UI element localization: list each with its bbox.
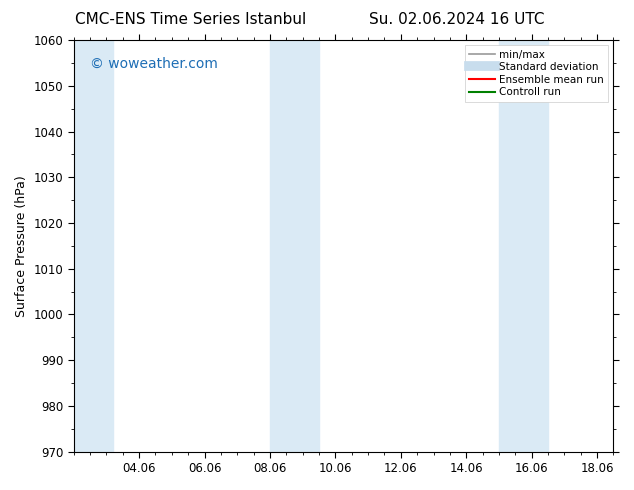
Y-axis label: Surface Pressure (hPa): Surface Pressure (hPa) (15, 175, 28, 317)
Bar (499, 40, 548, 452)
Legend: min/max, Standard deviation, Ensemble mean run, Controll run: min/max, Standard deviation, Ensemble me… (465, 46, 608, 101)
Bar (74, 40, 113, 452)
Text: CMC-ENS Time Series Istanbul: CMC-ENS Time Series Istanbul (75, 12, 306, 27)
Text: Su. 02.06.2024 16 UTC: Su. 02.06.2024 16 UTC (369, 12, 544, 27)
Text: © woweather.com: © woweather.com (90, 57, 218, 71)
Bar (270, 40, 319, 452)
